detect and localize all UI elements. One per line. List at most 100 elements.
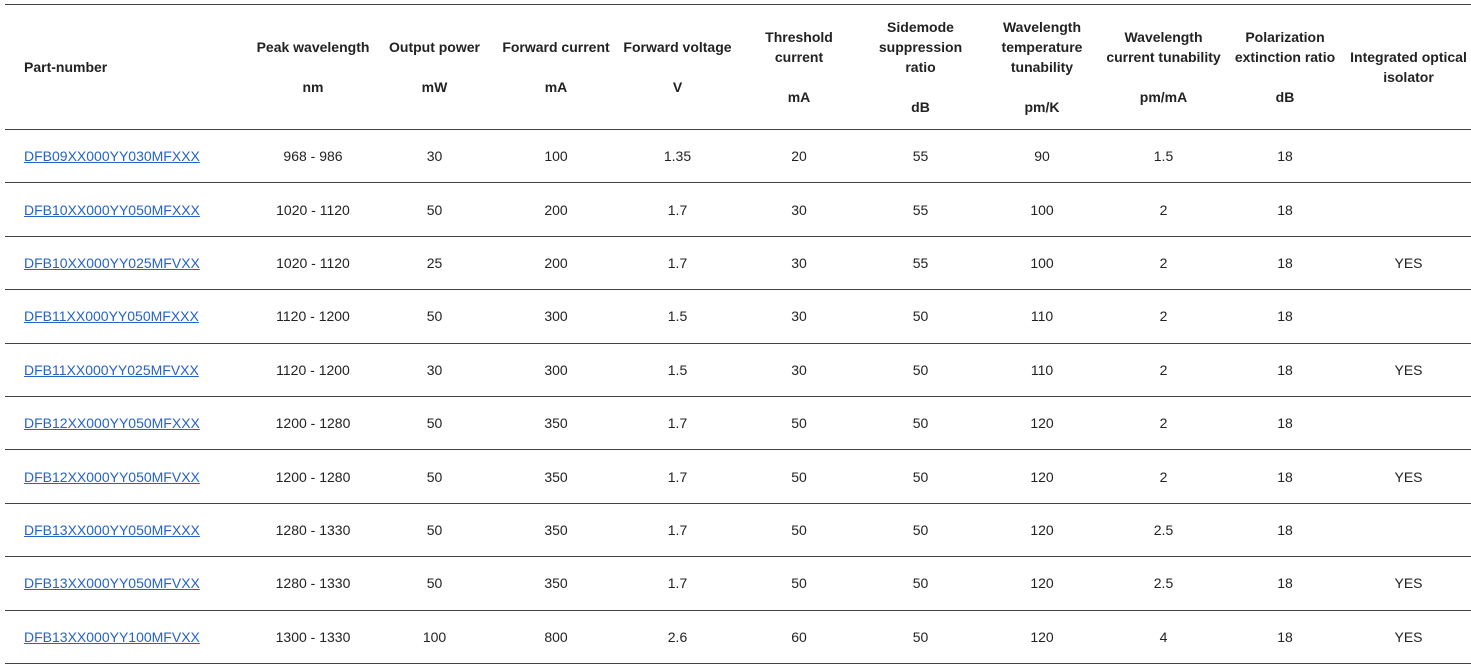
column-header-threshold-current: Threshold current mA <box>738 4 860 130</box>
part-number-link[interactable]: DFB10XX000YY050MFXXX <box>24 201 200 218</box>
column-header-wavelength-current-tunability: Wavelength current tunability pm/mA <box>1103 4 1224 130</box>
cell-forward-voltage: 1.7 <box>617 236 738 291</box>
cell-forward-voltage: 1.7 <box>617 449 738 504</box>
column-header-label: Peak wavelength <box>256 39 370 55</box>
part-number-link[interactable]: DFB13XX000YY050MFVXX <box>24 575 200 592</box>
cell-integrated-optical-isolator: YES <box>1346 610 1471 664</box>
cell-threshold-current: 50 <box>738 396 860 451</box>
cell-sidemode-suppression-ratio: 50 <box>860 503 981 558</box>
table-header: Part-number Peak wavelength nm Output power… <box>5 4 1471 130</box>
cell-wavelength-temperature-tunability: 120 <box>981 449 1103 504</box>
part-number-link[interactable]: DFB12XX000YY050MFXXX <box>24 415 200 432</box>
cell-part-number: DFB09XX000YY030MFXXX <box>5 129 252 184</box>
cell-output-power: 25 <box>374 236 495 291</box>
cell-output-power: 50 <box>374 396 495 451</box>
cell-output-power: 50 <box>374 449 495 504</box>
cell-part-number: DFB12XX000YY050MFXXX <box>5 396 252 451</box>
column-header-forward-current: Forward current mA <box>495 4 617 130</box>
cell-sidemode-suppression-ratio: 50 <box>860 556 981 611</box>
column-header-output-power: Output power mW <box>374 4 495 130</box>
cell-peak-wavelength: 1280 - 1330 <box>252 556 374 611</box>
cell-forward-current: 200 <box>495 182 617 237</box>
cell-forward-voltage: 2.6 <box>617 610 738 664</box>
table-row: DFB12XX000YY050MFVXX 1200 - 1280 50 350 1.7 5… <box>5 449 1471 504</box>
cell-integrated-optical-isolator <box>1346 396 1471 451</box>
cell-integrated-optical-isolator <box>1346 503 1471 558</box>
cell-peak-wavelength: 1120 - 1200 <box>252 289 374 344</box>
part-number-link[interactable]: DFB09XX000YY030MFXXX <box>24 148 200 165</box>
cell-forward-current: 100 <box>495 129 617 184</box>
column-header-peak-wavelength: Peak wavelength nm <box>252 4 374 130</box>
cell-part-number: DFB10XX000YY050MFXXX <box>5 182 252 237</box>
cell-threshold-current: 30 <box>738 236 860 291</box>
cell-polarization-extinction-ratio: 18 <box>1224 556 1346 611</box>
table-body: DFB09XX000YY030MFXXX 968 - 986 30 100 1.35 20… <box>5 129 1471 664</box>
cell-integrated-optical-isolator <box>1346 129 1471 184</box>
cell-output-power: 50 <box>374 503 495 558</box>
cell-forward-voltage: 1.7 <box>617 556 738 611</box>
column-header-unit: mW <box>421 79 448 95</box>
column-header-label: Wavelength current tunability <box>1106 29 1221 65</box>
column-header-polarization-extinction-ratio: Polarization extinction ratio dB <box>1224 4 1346 130</box>
cell-wavelength-current-tunability: 1.5 <box>1103 129 1224 184</box>
cell-output-power: 50 <box>374 182 495 237</box>
part-number-link[interactable]: DFB13XX000YY100MFVXX <box>24 628 200 645</box>
cell-polarization-extinction-ratio: 18 <box>1224 343 1346 397</box>
cell-forward-voltage: 1.7 <box>617 182 738 237</box>
cell-part-number: DFB11XX000YY025MFVXX <box>5 343 252 397</box>
part-number-link[interactable]: DFB12XX000YY050MFVXX <box>24 468 200 485</box>
cell-sidemode-suppression-ratio: 50 <box>860 343 981 397</box>
cell-polarization-extinction-ratio: 18 <box>1224 396 1346 451</box>
cell-wavelength-current-tunability: 2 <box>1103 343 1224 397</box>
cell-wavelength-temperature-tunability: 100 <box>981 182 1103 237</box>
column-header-forward-voltage: Forward voltage V <box>617 4 738 130</box>
table-row: DFB10XX000YY025MFVXX 1020 - 1120 25 200 1.7 3… <box>5 236 1471 291</box>
cell-forward-current: 350 <box>495 503 617 558</box>
cell-sidemode-suppression-ratio: 55 <box>860 236 981 291</box>
cell-wavelength-current-tunability: 2.5 <box>1103 556 1224 611</box>
column-header-label: Wavelength temperature tunability <box>1001 19 1083 75</box>
cell-output-power: 50 <box>374 556 495 611</box>
part-number-link[interactable]: DFB11XX000YY025MFVXX <box>24 361 199 378</box>
cell-wavelength-temperature-tunability: 110 <box>981 343 1103 397</box>
part-number-link[interactable]: DFB11XX000YY050MFXXX <box>24 308 199 325</box>
cell-sidemode-suppression-ratio: 55 <box>860 129 981 184</box>
cell-wavelength-current-tunability: 2 <box>1103 289 1224 344</box>
cell-integrated-optical-isolator: YES <box>1346 343 1471 397</box>
cell-integrated-optical-isolator: YES <box>1346 556 1471 611</box>
cell-output-power: 100 <box>374 610 495 664</box>
cell-polarization-extinction-ratio: 18 <box>1224 236 1346 291</box>
cell-wavelength-current-tunability: 2.5 <box>1103 503 1224 558</box>
column-header-unit: mA <box>544 79 568 95</box>
cell-part-number: DFB13XX000YY050MFVXX <box>5 556 252 611</box>
cell-peak-wavelength: 1200 - 1280 <box>252 449 374 504</box>
part-number-link[interactable]: DFB10XX000YY025MFVXX <box>24 254 200 271</box>
cell-threshold-current: 50 <box>738 556 860 611</box>
cell-polarization-extinction-ratio: 18 <box>1224 129 1346 184</box>
cell-forward-current: 350 <box>495 396 617 451</box>
cell-wavelength-temperature-tunability: 100 <box>981 236 1103 291</box>
cell-forward-voltage: 1.7 <box>617 503 738 558</box>
cell-integrated-optical-isolator: YES <box>1346 449 1471 504</box>
column-header-label: Output power <box>389 39 480 55</box>
cell-output-power: 30 <box>374 129 495 184</box>
column-header-label: Forward current <box>502 39 610 55</box>
cell-output-power: 50 <box>374 289 495 344</box>
cell-peak-wavelength: 968 - 986 <box>252 129 374 184</box>
table-row: DFB09XX000YY030MFXXX 968 - 986 30 100 1.35 20… <box>5 129 1471 184</box>
cell-forward-voltage: 1.7 <box>617 396 738 451</box>
table-row: DFB11XX000YY050MFXXX 1120 - 1200 50 300 1.5 3… <box>5 289 1471 344</box>
cell-polarization-extinction-ratio: 18 <box>1224 289 1346 344</box>
column-header-label: Polarization extinction ratio <box>1234 29 1336 65</box>
cell-forward-voltage: 1.5 <box>617 343 738 397</box>
part-number-link[interactable]: DFB13XX000YY050MFXXX <box>24 521 200 538</box>
column-header-label: Sidemode suppression ratio <box>878 19 963 75</box>
cell-wavelength-current-tunability: 2 <box>1103 449 1224 504</box>
column-header-unit: V <box>672 79 683 95</box>
column-header-unit: pm/K <box>1024 99 1060 115</box>
cell-polarization-extinction-ratio: 18 <box>1224 182 1346 237</box>
cell-part-number: DFB13XX000YY100MFVXX <box>5 610 252 664</box>
table-row: DFB13XX000YY050MFXXX 1280 - 1330 50 350 1.7 5… <box>5 503 1471 558</box>
column-header-integrated-optical-isolator: Integrated optical isolator <box>1346 4 1471 130</box>
cell-forward-current: 300 <box>495 289 617 344</box>
